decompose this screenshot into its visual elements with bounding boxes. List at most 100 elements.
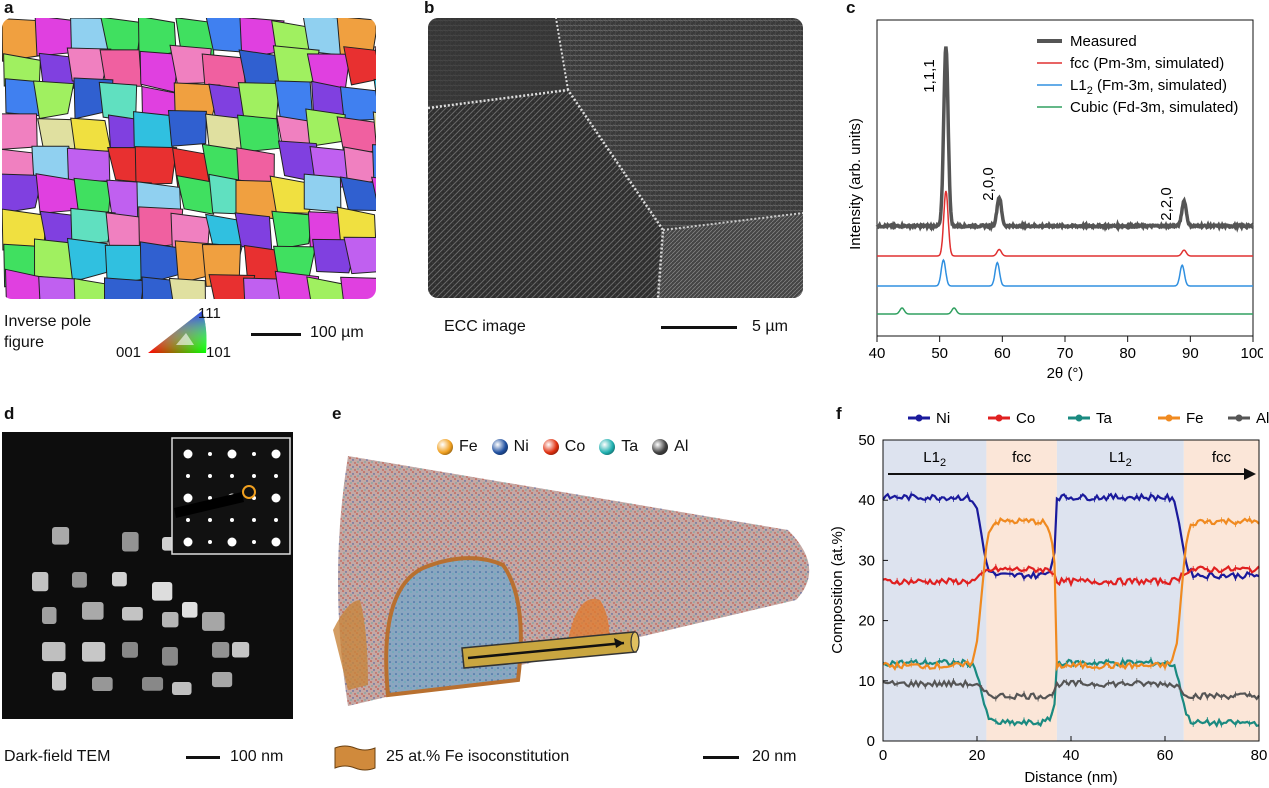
grain <box>371 144 376 181</box>
diffraction-spot <box>252 518 256 522</box>
composition-series-line <box>882 516 1260 672</box>
composition-series-line <box>882 657 1260 728</box>
panel-letter-c: c <box>846 0 856 17</box>
isosurface-label: 25 at.% Fe isoconstitution <box>386 748 570 765</box>
atom-legend-label: Fe <box>459 438 478 455</box>
xrd-peak-label-220: 2,2,0 <box>1158 187 1175 220</box>
atom-legend-dot <box>491 439 508 455</box>
grain <box>343 236 376 275</box>
precipitate <box>82 642 106 662</box>
diffraction-spot <box>252 540 256 544</box>
composition-x-tick-label: 0 <box>879 747 887 764</box>
panel-letter-f: f <box>836 404 842 423</box>
xrd-series-line <box>875 46 1255 233</box>
grain <box>236 114 281 153</box>
phase-region <box>986 440 1057 741</box>
diffraction-spot <box>183 449 193 459</box>
diffraction-spot <box>252 452 256 456</box>
composition-y-tick-label: 50 <box>858 432 875 449</box>
apt-reconstruction <box>333 456 810 706</box>
scale-label-a: 100 µm <box>310 324 364 341</box>
grain <box>103 277 145 299</box>
ipf-caption-line1: Inverse pole <box>4 313 92 330</box>
phase-region-label: fcc <box>1012 449 1032 466</box>
xrd-xlabel: 2θ (°) <box>1047 365 1084 382</box>
grain <box>236 147 275 185</box>
diffraction-spot <box>186 518 190 522</box>
xrd-legend-label: L12 (Fm-3m, simulated) <box>1070 77 1227 97</box>
xrd-x-tick-label: 100 <box>1240 345 1263 362</box>
composition-legend-marker <box>995 414 1003 422</box>
diffraction-spot <box>183 493 193 503</box>
atom-legend-label: Al <box>674 438 689 455</box>
xrd-x-tick-label: 80 <box>1119 345 1136 362</box>
grain <box>243 277 288 299</box>
diffraction-spot <box>230 518 234 522</box>
diffraction-spot <box>208 540 212 544</box>
grain <box>303 173 342 213</box>
dark-field-tem-image <box>2 432 293 719</box>
composition-legend-label: Ta <box>1096 410 1113 427</box>
grain <box>2 113 38 151</box>
grain <box>306 276 345 299</box>
isosurface-legend-swatch <box>334 745 376 771</box>
diffraction-spot <box>208 496 212 500</box>
precipitate <box>52 672 67 691</box>
diffraction-spot <box>274 518 278 522</box>
precipitate <box>82 602 104 620</box>
grain <box>139 50 178 93</box>
grain <box>168 277 206 299</box>
composition-y-tick-label: 30 <box>858 552 875 569</box>
xrd-chart: 40 50 60 70 80 90 100 2θ (°) Intensity (arb. u… <box>847 19 1263 382</box>
composition-series-line <box>882 492 1260 581</box>
xrd-peak-label-111: 1,1,1 <box>921 59 938 92</box>
diffraction-spot <box>230 474 234 478</box>
composition-legend-label: Fe <box>1186 410 1204 427</box>
atom-legend-label: Ni <box>513 438 529 455</box>
xrd-series-line <box>877 258 1253 287</box>
xrd-series-line <box>877 190 1253 257</box>
diffraction-spot <box>227 537 237 547</box>
composition-x-tick-label: 80 <box>1251 747 1268 764</box>
fe-isosurface-left <box>333 600 368 690</box>
atom-legend-item: Al <box>652 438 688 456</box>
phase-region <box>883 440 987 741</box>
atom-legend-dot <box>599 439 616 455</box>
atom-legend-item: Ni <box>491 438 529 456</box>
atom-legend-dot <box>437 439 453 455</box>
precipitate <box>202 612 225 631</box>
composition-y-tick-label: 0 <box>867 733 875 750</box>
composition-xlabel: Distance (nm) <box>1024 769 1117 786</box>
grain <box>70 207 116 245</box>
scale-bar-b <box>661 326 737 329</box>
diffraction-spot <box>186 474 190 478</box>
precipitate <box>162 612 179 628</box>
grain-map-cells <box>2 18 376 299</box>
grain <box>208 274 256 299</box>
ipf-grain-map <box>2 18 376 299</box>
composition-y-tick-label: 40 <box>858 492 875 509</box>
xrd-legend-label: fcc (Pm-3m, simulated) <box>1070 55 1224 72</box>
precipitate <box>232 642 250 658</box>
diffraction-spot <box>208 518 212 522</box>
tem-caption: Dark-field TEM <box>4 748 111 765</box>
diffraction-spot <box>208 452 212 456</box>
precipitate <box>122 642 138 658</box>
atom-legend-label: Co <box>564 438 586 455</box>
fe-isosurface-main <box>384 556 523 698</box>
precipitate <box>32 572 49 592</box>
xrd-legend-label: Measured <box>1070 33 1137 50</box>
grain <box>38 276 83 299</box>
tem-precipitates <box>32 527 250 695</box>
scale-bar-d <box>186 756 220 759</box>
diffraction-spot <box>183 537 193 547</box>
grain <box>372 111 376 154</box>
composition-legend-label: Co <box>1016 410 1035 427</box>
grain <box>340 276 376 299</box>
composition-legend-marker <box>1235 414 1243 422</box>
grain <box>66 147 111 182</box>
diffraction-spot <box>252 474 256 478</box>
atom-legend-dot <box>542 439 559 455</box>
atom-legend-dot <box>652 439 669 455</box>
grain <box>339 86 376 122</box>
